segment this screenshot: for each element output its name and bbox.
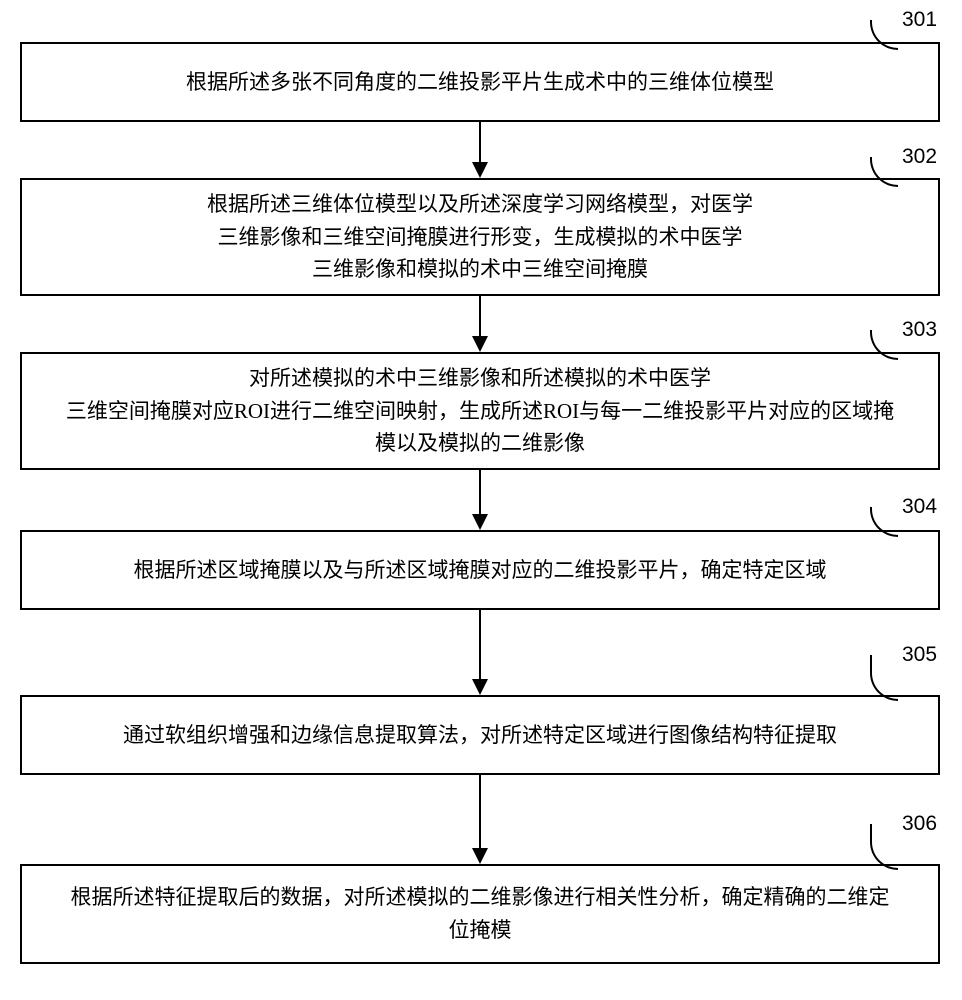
flow-arrow [460, 470, 500, 530]
step-text: 根据所述特征提取后的数据，对所述模拟的二维影像进行相关性分析，确定精确的二维定 … [71, 881, 890, 946]
flowchart-canvas: 根据所述多张不同角度的二维投影平片生成术中的三维体位模型 301 根据所述三维体位模… [0, 0, 962, 1000]
step-text: 对所述模拟的术中三维影像和所述模拟的术中医学 三维空间掩膜对应ROI进行二维空间… [66, 362, 894, 460]
flow-arrow [460, 296, 500, 352]
step-box-305: 通过软组织增强和边缘信息提取算法，对所述特定区域进行图像结构特征提取 [20, 695, 940, 775]
step-label-304: 304 [902, 495, 937, 519]
step-box-303: 对所述模拟的术中三维影像和所述模拟的术中医学 三维空间掩膜对应ROI进行二维空间… [20, 352, 940, 470]
flow-arrow [460, 610, 500, 695]
step-box-306: 根据所述特征提取后的数据，对所述模拟的二维影像进行相关性分析，确定精确的二维定 … [20, 864, 940, 964]
step-label-306: 306 [902, 812, 937, 836]
step-label-302: 302 [902, 145, 937, 169]
step-box-304: 根据所述区域掩膜以及与所述区域掩膜对应的二维投影平片，确定特定区域 [20, 530, 940, 610]
step-label-305: 305 [902, 643, 937, 667]
step-label-301: 301 [902, 8, 937, 32]
step-text: 根据所述区域掩膜以及与所述区域掩膜对应的二维投影平片，确定特定区域 [134, 554, 827, 587]
flow-arrow [460, 122, 500, 178]
step-text: 根据所述多张不同角度的二维投影平片生成术中的三维体位模型 [186, 66, 774, 99]
step-text: 根据所述三维体位模型以及所述深度学习网络模型，对医学 三维影像和三维空间掩膜进行… [207, 188, 753, 286]
step-label-303: 303 [902, 318, 937, 342]
step-box-302: 根据所述三维体位模型以及所述深度学习网络模型，对医学 三维影像和三维空间掩膜进行… [20, 178, 940, 296]
flow-arrow [460, 775, 500, 864]
step-text: 通过软组织增强和边缘信息提取算法，对所述特定区域进行图像结构特征提取 [123, 719, 837, 752]
step-box-301: 根据所述多张不同角度的二维投影平片生成术中的三维体位模型 [20, 42, 940, 122]
